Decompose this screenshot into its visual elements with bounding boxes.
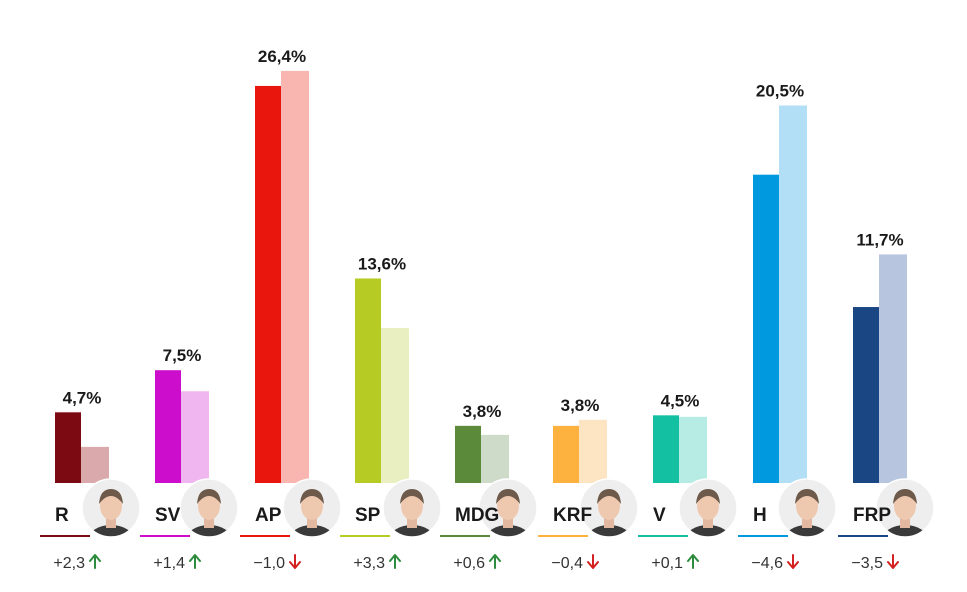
value-label-h: 20,5%	[756, 81, 804, 100]
arrow-up-icon	[489, 554, 501, 569]
party-label-sp: SP	[355, 505, 381, 526]
party-label-h: H	[753, 505, 767, 526]
bar-previous-v	[679, 416, 707, 483]
bar-previous-mdg	[481, 434, 509, 483]
party-label-v: V	[653, 505, 666, 526]
value-label-frp: 11,7%	[856, 230, 903, 249]
party-group-r: 4,7% R +2,3	[40, 388, 141, 572]
party-underline	[838, 535, 888, 537]
politician-portrait-icon	[777, 478, 837, 538]
bar-current-ap	[255, 85, 281, 483]
party-underline	[340, 535, 390, 537]
bar-current-krf	[553, 425, 579, 483]
change-label-h: −4,6	[751, 555, 783, 572]
bar-previous-frp	[879, 254, 907, 483]
party-group-sv: 7,5% SV +1,4	[140, 346, 239, 572]
bar-previous-h	[779, 105, 807, 483]
politician-portrait-icon	[678, 478, 738, 538]
party-group-frp: 11,7% FRP −3,5	[838, 230, 935, 572]
bar-current-h	[753, 174, 779, 483]
party-label-sv: SV	[155, 505, 181, 526]
value-label-mdg: 3,8%	[463, 402, 502, 421]
politician-portrait-icon	[478, 478, 538, 538]
politician-portrait-icon	[282, 478, 342, 538]
change-label-krf: −0,4	[551, 555, 583, 572]
party-label-ap: AP	[255, 505, 282, 526]
bar-previous-r	[81, 446, 109, 483]
party-underline	[240, 535, 290, 537]
bar-current-sv	[155, 370, 181, 483]
bar-previous-sp	[381, 328, 409, 483]
party-underline	[638, 535, 688, 537]
party-underline	[538, 535, 588, 537]
party-group-mdg: 3,8% MDG +0,6	[440, 402, 538, 572]
arrow-down-icon	[887, 554, 899, 569]
bar-current-r	[55, 412, 81, 483]
arrow-up-icon	[189, 554, 201, 569]
bar-previous-krf	[579, 419, 607, 483]
party-underline	[738, 535, 788, 537]
party-label-mdg: MDG	[455, 505, 499, 526]
bar-current-sp	[355, 278, 381, 483]
value-label-sv: 7,5%	[163, 346, 202, 365]
politician-portrait-icon	[179, 478, 239, 538]
change-label-v: +0,1	[651, 555, 683, 572]
arrow-up-icon	[89, 554, 101, 569]
bar-current-mdg	[455, 425, 481, 483]
change-label-r: +2,3	[53, 555, 85, 572]
party-underline	[140, 535, 190, 537]
party-label-r: R	[55, 505, 69, 526]
value-label-r: 4,7%	[63, 388, 102, 407]
bar-previous-ap	[281, 70, 309, 484]
value-label-ap: 26,4%	[258, 47, 306, 66]
party-group-krf: 3,8% KRF −0,4	[538, 396, 639, 572]
change-label-ap: −1,0	[253, 555, 285, 572]
party-underline	[440, 535, 490, 537]
bar-previous-sv	[181, 391, 209, 483]
arrow-up-icon	[687, 554, 699, 569]
bar-current-v	[653, 415, 679, 483]
arrow-down-icon	[587, 554, 599, 569]
value-label-sp: 13,6%	[358, 254, 406, 273]
party-group-h: 20,5% H −4,6	[738, 81, 837, 572]
change-label-sp: +3,3	[353, 555, 385, 572]
bar-current-frp	[853, 307, 879, 483]
politician-portrait-icon	[81, 478, 141, 538]
value-label-krf: 3,8%	[561, 396, 600, 415]
party-underline	[40, 535, 90, 537]
arrow-down-icon	[289, 554, 301, 569]
politician-portrait-icon	[875, 478, 935, 538]
change-label-frp: −3,5	[851, 555, 883, 572]
party-group-sp: 13,6% SP +3,3	[340, 254, 442, 572]
politician-portrait-icon	[382, 478, 442, 538]
change-label-sv: +1,4	[153, 555, 185, 572]
party-group-ap: 26,4% AP −1,0	[240, 47, 342, 572]
change-label-mdg: +0,6	[453, 555, 485, 572]
party-group-v: 4,5% V +0,1	[638, 391, 738, 572]
arrow-up-icon	[389, 554, 401, 569]
politician-portrait-icon	[579, 478, 639, 538]
party-label-frp: FRP	[853, 505, 891, 526]
party-label-krf: KRF	[553, 505, 592, 526]
value-label-v: 4,5%	[661, 391, 700, 410]
arrow-down-icon	[787, 554, 799, 569]
